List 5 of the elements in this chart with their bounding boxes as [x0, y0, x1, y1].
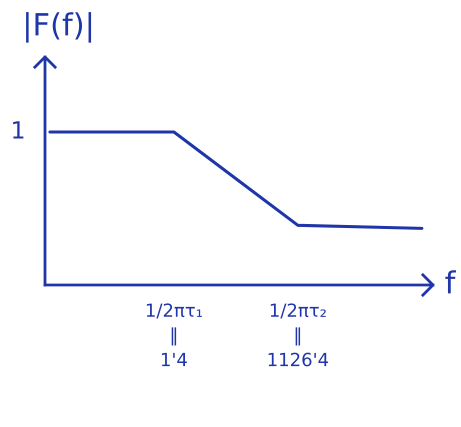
x-tick-label: 1/2πτ₁ ‖ 1'4: [146, 303, 202, 366]
text: 1: [13, 121, 24, 138]
x-axis-title: f: [445, 270, 456, 294]
x-tick-label: 1/2πτ₂ ‖ 1126'4: [268, 303, 328, 366]
y-axis-title: |F(f)|: [26, 12, 92, 43]
